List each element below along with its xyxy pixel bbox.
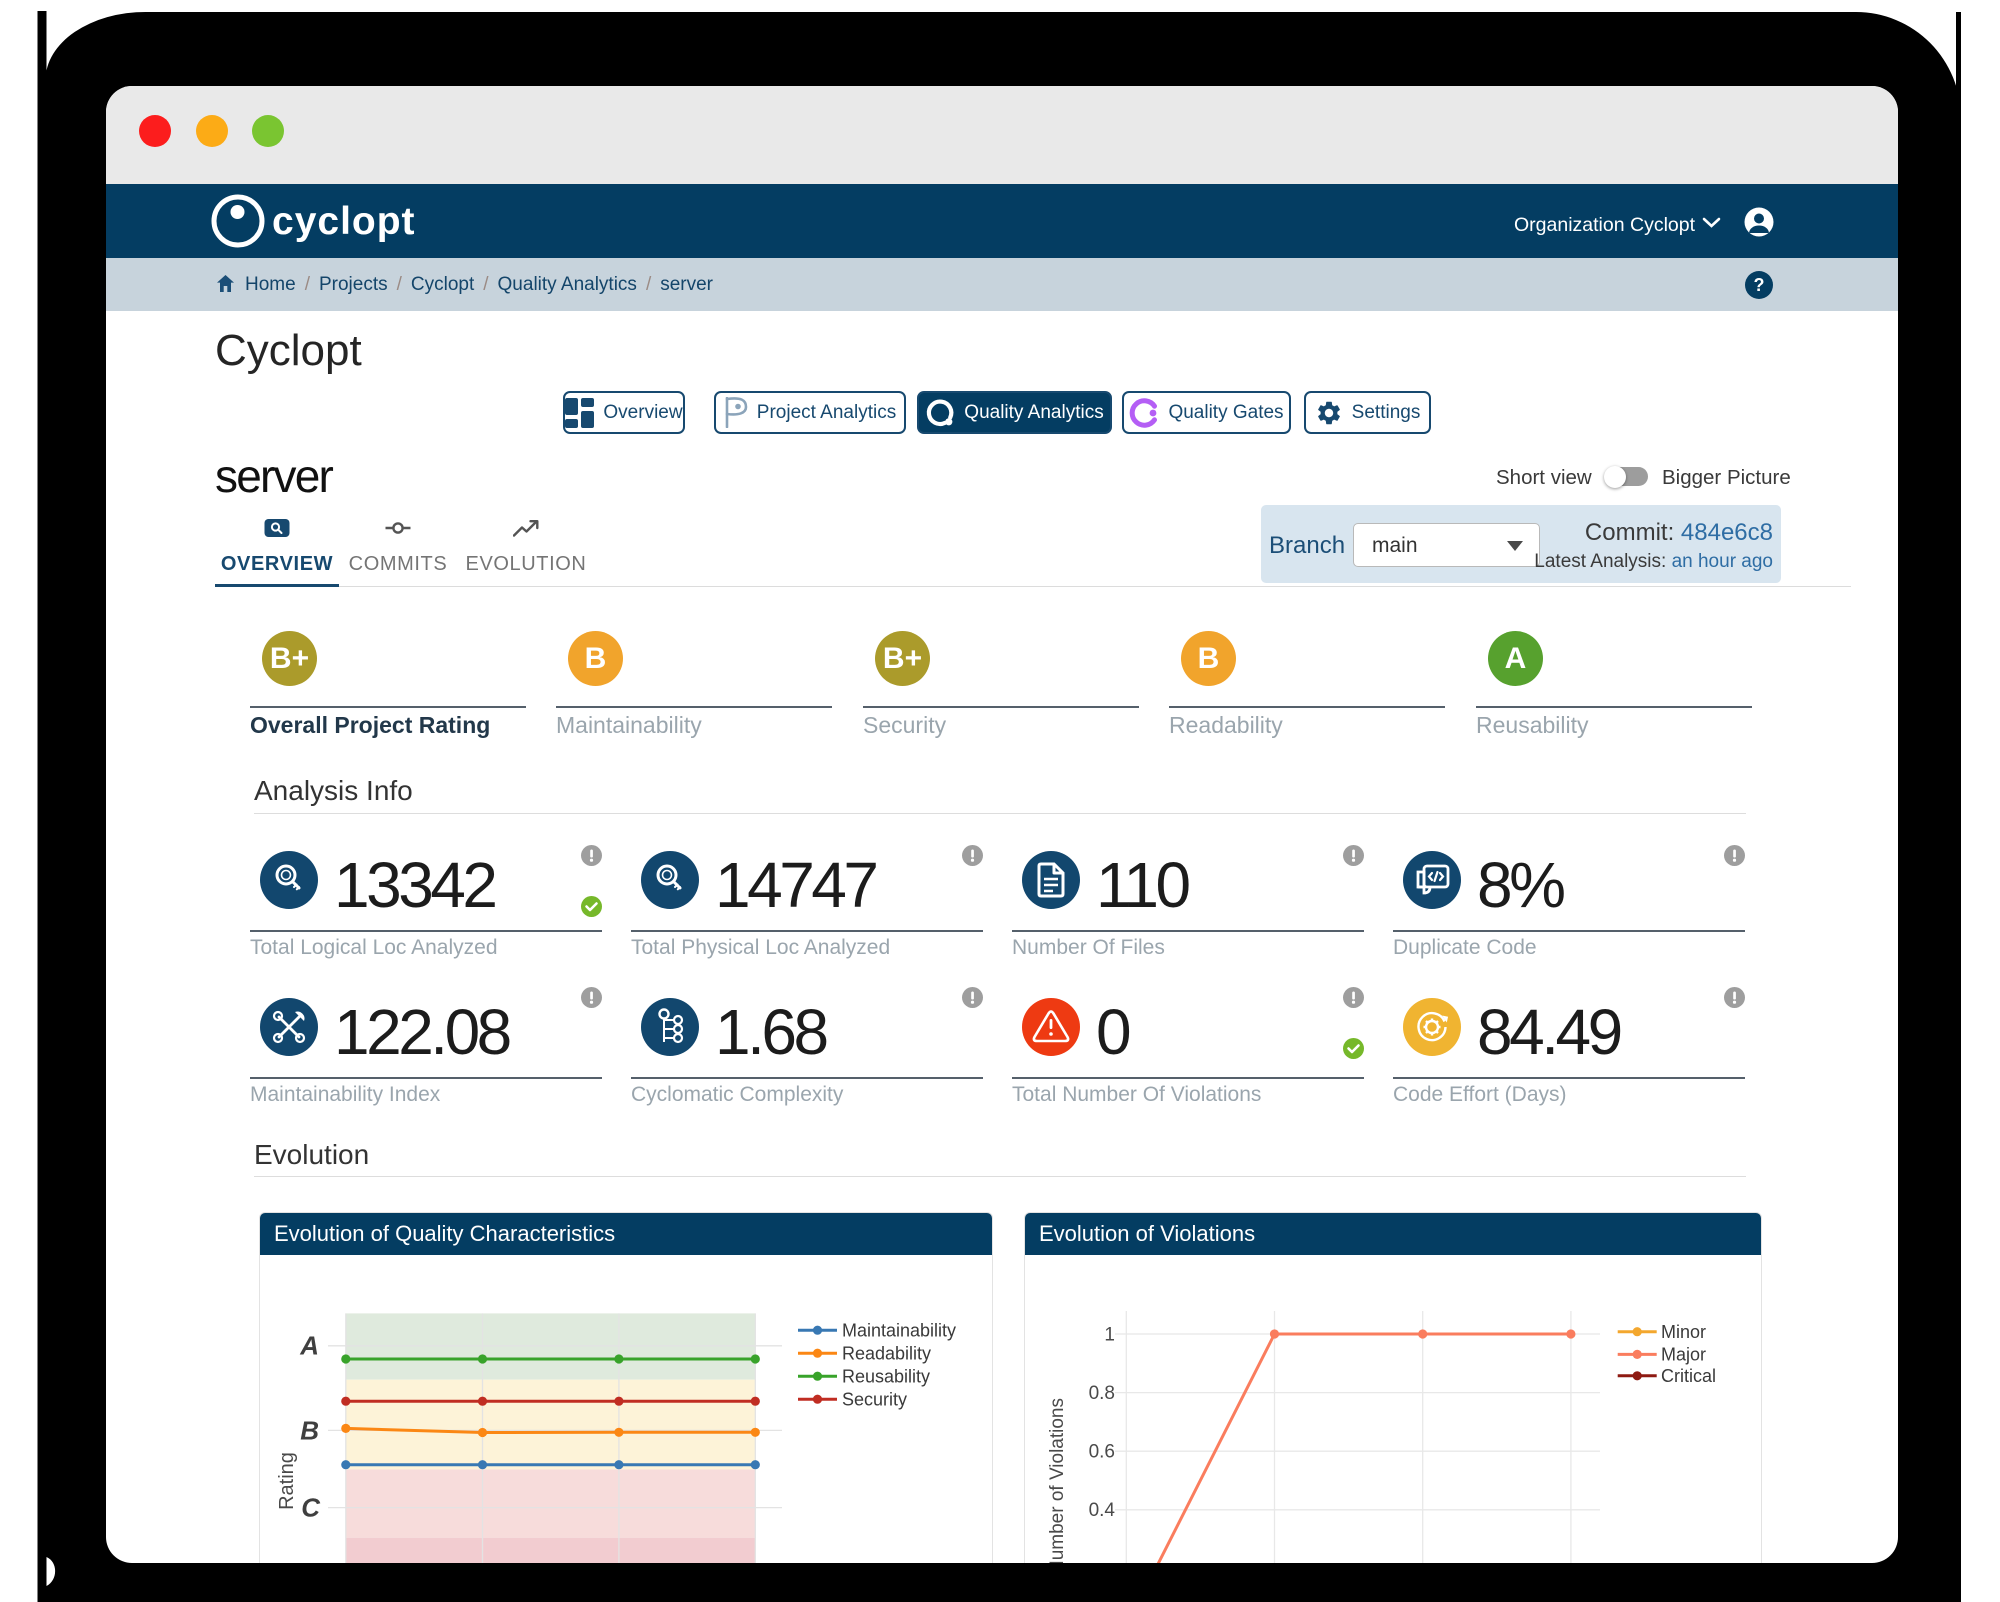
- svg-text:Major: Major: [1661, 1345, 1706, 1365]
- svg-text:Minor: Minor: [1661, 1322, 1706, 1342]
- svg-text:1: 1: [1104, 1325, 1115, 1346]
- svg-text:B: B: [300, 1416, 319, 1446]
- svg-text:C: C: [301, 1493, 321, 1523]
- svg-text:Security: Security: [842, 1390, 907, 1410]
- svg-text:Number of Violations: Number of Violations: [1047, 1398, 1068, 1563]
- svg-text:Maintainability: Maintainability: [842, 1321, 956, 1341]
- svg-text:0.6: 0.6: [1089, 1442, 1115, 1463]
- svg-text:Critical: Critical: [1661, 1366, 1716, 1386]
- svg-text:0.8: 0.8: [1089, 1383, 1115, 1404]
- svg-text:Reusability: Reusability: [842, 1367, 930, 1387]
- svg-text:Readability: Readability: [842, 1344, 931, 1364]
- svg-text:Rating: Rating: [276, 1452, 298, 1510]
- svg-text:A: A: [299, 1331, 319, 1361]
- svg-text:0.4: 0.4: [1089, 1500, 1116, 1521]
